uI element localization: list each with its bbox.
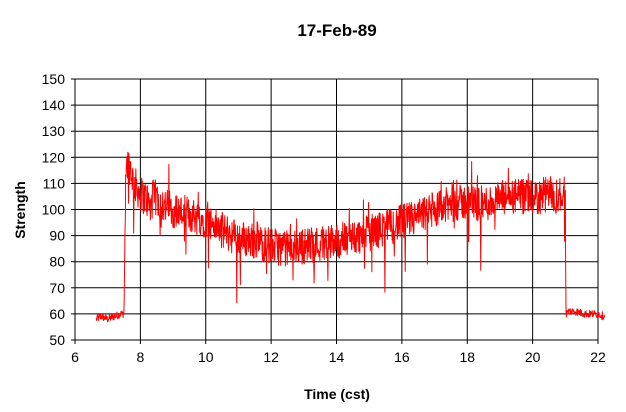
x-tick-label: 20 bbox=[525, 349, 541, 365]
y-tick-label: 120 bbox=[42, 149, 66, 165]
x-tick-label: 10 bbox=[198, 349, 214, 365]
x-tick-label: 22 bbox=[590, 349, 606, 365]
y-tick-label: 90 bbox=[49, 228, 65, 244]
x-tick-label: 6 bbox=[71, 349, 79, 365]
chart-title: 17-Feb-89 bbox=[297, 21, 376, 40]
y-tick-label: 70 bbox=[49, 280, 65, 296]
y-axis-ticks: 50 60 70 80 90 100 110 120 130 140 150 bbox=[42, 71, 75, 348]
x-tick-label: 8 bbox=[136, 349, 144, 365]
y-tick-label: 50 bbox=[49, 332, 65, 348]
y-tick-label: 150 bbox=[42, 71, 66, 87]
x-tick-label: 16 bbox=[394, 349, 410, 365]
x-axis-label: Time (cst) bbox=[304, 386, 370, 402]
x-tick-label: 18 bbox=[459, 349, 475, 365]
y-tick-label: 100 bbox=[42, 202, 66, 218]
series-line-strength bbox=[95, 151, 606, 323]
y-tick-label: 60 bbox=[49, 306, 65, 322]
x-axis-ticks: 6 8 10 12 14 16 18 20 22 bbox=[71, 340, 606, 365]
y-axis-label: Strength bbox=[12, 181, 28, 239]
y-tick-label: 130 bbox=[42, 123, 66, 139]
y-tick-label: 110 bbox=[43, 175, 66, 191]
y-tick-label: 140 bbox=[42, 97, 66, 113]
x-tick-label: 12 bbox=[263, 349, 279, 365]
y-tick-label: 80 bbox=[49, 254, 65, 270]
x-tick-label: 14 bbox=[329, 349, 345, 365]
